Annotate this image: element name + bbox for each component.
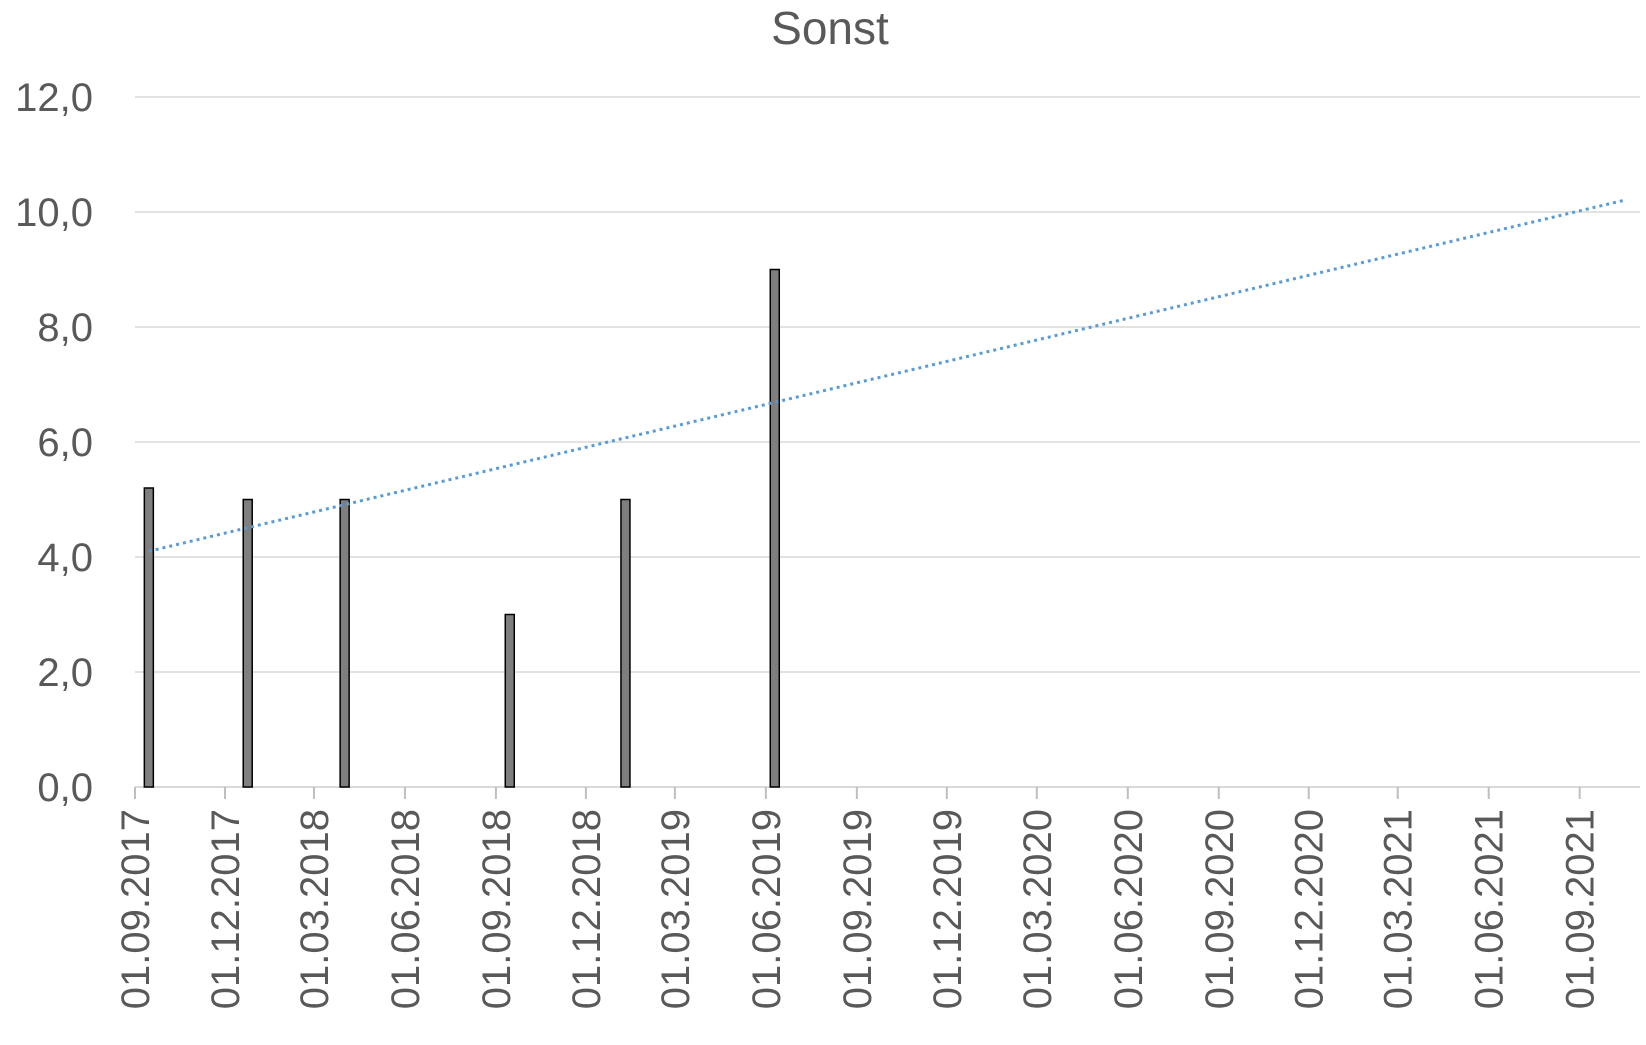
bar — [143, 487, 155, 788]
x-tick-label: 01.06.2018 — [384, 809, 428, 1009]
x-tick-label: 01.12.2017 — [204, 809, 248, 1009]
x-tick-label: 01.12.2019 — [926, 809, 970, 1009]
y-tick-label: 6,0 — [37, 421, 93, 465]
y-tick-label: 8,0 — [37, 306, 93, 350]
bar — [242, 498, 253, 788]
x-tick-label: 01.09.2021 — [1559, 809, 1603, 1009]
y-tick-label: 12,0 — [15, 76, 93, 120]
chart-title: Sonst — [771, 2, 889, 54]
x-tick-label: 01.09.2019 — [836, 809, 880, 1009]
x-tick-label: 01.03.2021 — [1377, 809, 1421, 1009]
grid-lines — [135, 96, 1640, 673]
bars — [143, 268, 781, 788]
y-axis: 0,0 2,0 4,0 6,0 8,0 10,0 12,0 — [15, 76, 93, 810]
x-tick-label: 01.09.2020 — [1198, 809, 1242, 1009]
x-axis: 01.09.2017 01.12.2017 01.03.2018 01.06.2018… — [114, 786, 1640, 1009]
x-tick-label: 01.06.2021 — [1468, 809, 1512, 1009]
y-tick-label: 10,0 — [15, 191, 93, 235]
y-tick-label: 0,0 — [37, 766, 93, 810]
x-tick-label: 01.09.2018 — [475, 809, 519, 1009]
y-tick-label: 2,0 — [37, 651, 93, 695]
bar — [769, 268, 781, 788]
x-tick-label: 01.03.2019 — [654, 809, 698, 1009]
bar — [504, 613, 516, 788]
x-tick-label: 01.06.2020 — [1107, 809, 1151, 1009]
x-tick-label: 01.06.2019 — [745, 809, 789, 1009]
trendline-group — [148, 199, 1624, 553]
y-tick-label: 4,0 — [37, 536, 93, 580]
bar — [620, 498, 631, 788]
x-tick-label: 01.12.2020 — [1288, 809, 1332, 1009]
x-tick-label: 01.03.2018 — [293, 809, 337, 1009]
bar — [339, 498, 350, 788]
trendline — [148, 199, 1624, 553]
x-tick-label: 01.03.2020 — [1016, 809, 1060, 1009]
x-tick-label: 01.09.2017 — [114, 809, 158, 1009]
x-tick-label: 01.12.2018 — [565, 809, 609, 1009]
